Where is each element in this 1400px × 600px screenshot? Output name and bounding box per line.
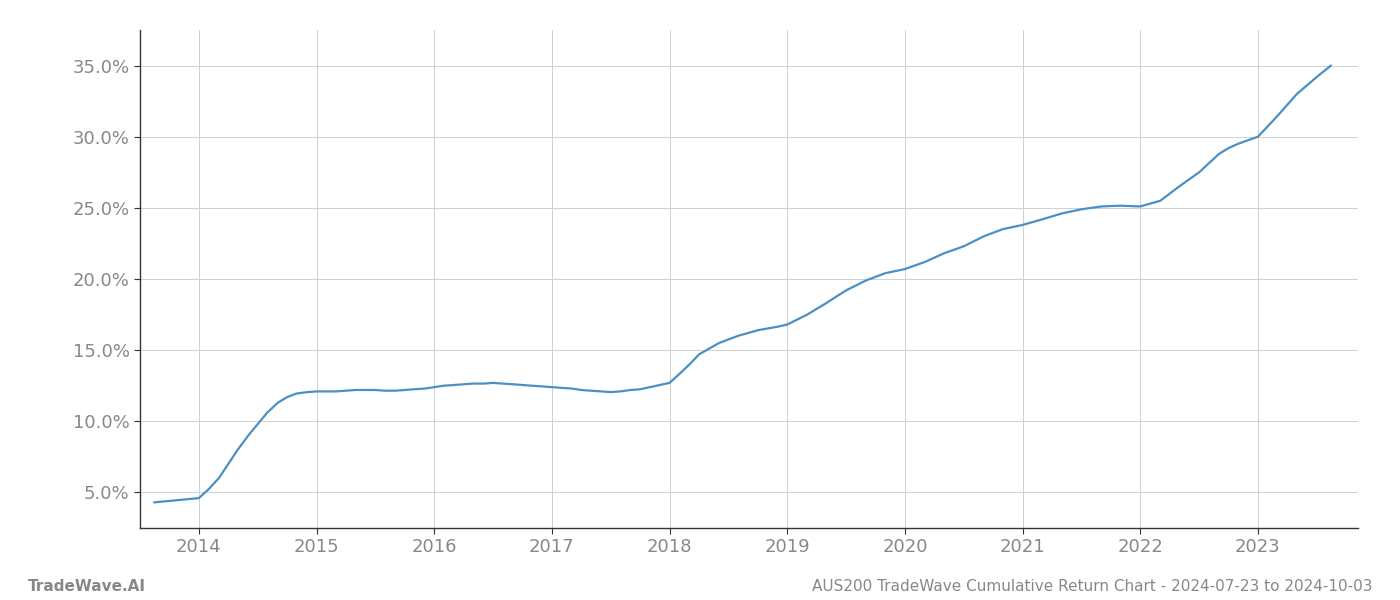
Text: AUS200 TradeWave Cumulative Return Chart - 2024-07-23 to 2024-10-03: AUS200 TradeWave Cumulative Return Chart…: [812, 579, 1372, 594]
Text: TradeWave.AI: TradeWave.AI: [28, 579, 146, 594]
